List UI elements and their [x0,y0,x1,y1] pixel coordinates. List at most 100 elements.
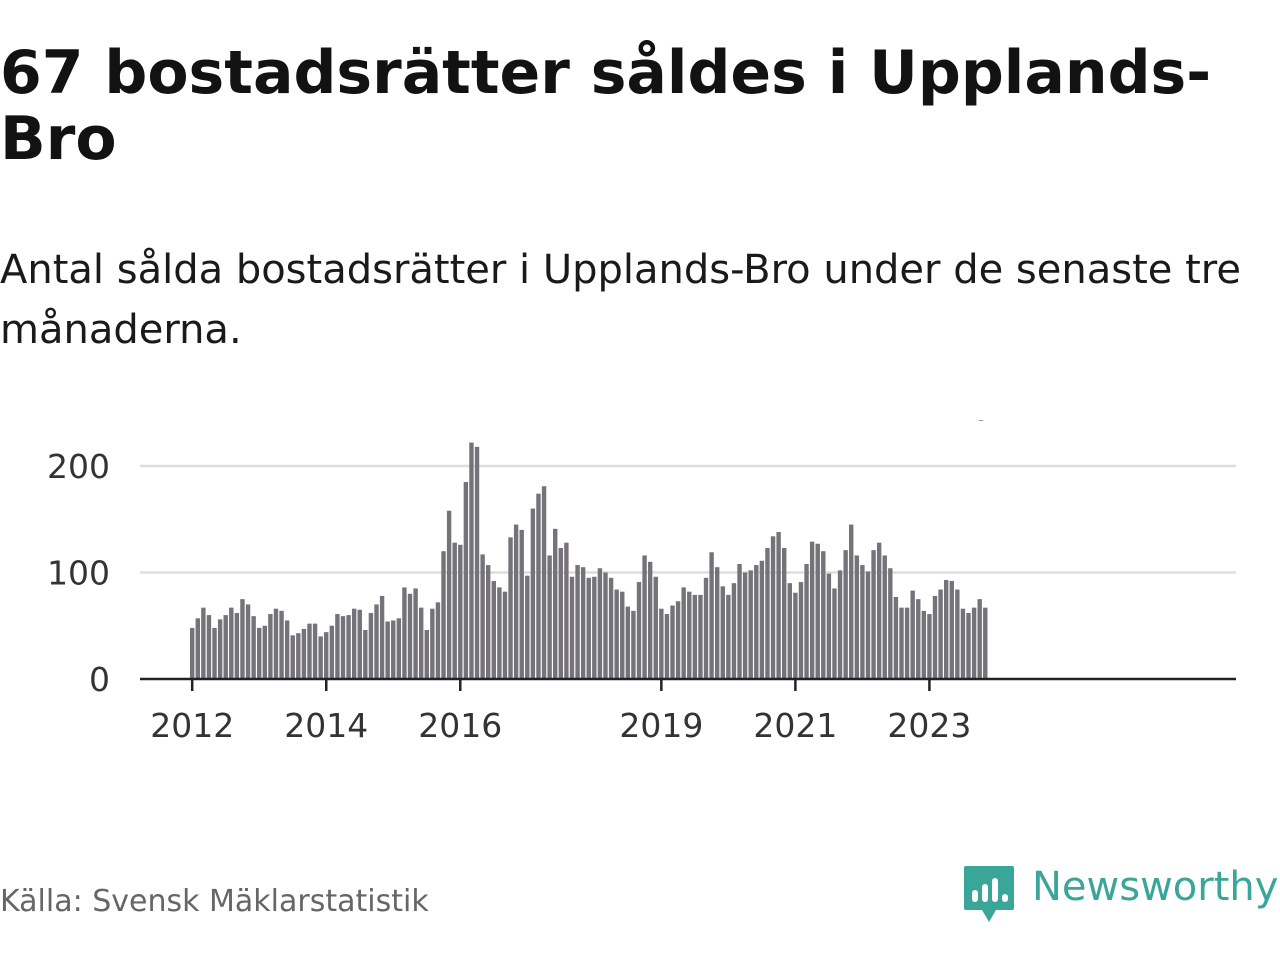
bar [346,615,351,679]
bar [564,542,569,679]
bar [971,607,977,679]
bar [312,623,318,679]
bar [402,587,407,679]
bar [983,607,988,679]
bar [698,594,703,679]
bar [754,565,759,679]
bar [659,608,664,679]
bar [938,589,943,679]
bar [720,586,725,679]
bar [206,615,212,679]
bar [653,576,658,679]
bar [536,493,541,679]
bar [876,542,882,679]
bar [960,608,966,679]
bar [709,552,714,679]
chart-subtitle: Antal sålda bostadsrätter i Upplands-Bro… [0,247,1241,353]
bar [608,577,614,679]
bar [899,607,904,679]
bar [849,524,854,679]
bar [642,555,647,679]
bar [809,541,815,679]
bar [418,607,424,679]
bar [340,616,346,679]
bar [268,614,273,679]
bar [921,610,927,679]
bar [843,550,848,679]
x-tick-label: 2021 [753,706,837,745]
bar [815,543,820,679]
bar [647,561,653,679]
bar [452,542,457,679]
bar [793,592,798,679]
bar [430,608,435,679]
bar [329,625,335,679]
bar [569,576,575,679]
bar [636,582,642,679]
bar [625,606,631,679]
bar [631,610,636,679]
brand-name: Newsworthy [1032,864,1279,910]
bar [368,612,374,679]
bar [759,560,765,679]
bar [837,570,843,679]
bar [910,590,915,679]
bar [469,442,474,679]
bar [257,627,262,679]
bar [586,577,591,679]
bar [463,481,469,679]
x-tick-label: 2014 [284,706,368,745]
bar [558,548,564,679]
bar [871,550,876,679]
bar [307,623,312,679]
bar [927,614,932,679]
bar [620,591,625,679]
bar [413,588,418,679]
bar [765,548,770,679]
bar [860,565,865,679]
bar [240,599,245,680]
bar [603,572,608,679]
bar [670,605,675,679]
bar [351,608,357,679]
bar [318,636,323,679]
bar [955,589,960,679]
bar [664,614,670,679]
bar [943,579,949,679]
bar [692,594,698,679]
y-tick-label: 100 [47,554,110,593]
bar [787,583,792,679]
bar [904,607,910,679]
bar [486,565,491,679]
bar [687,591,692,679]
bar [502,591,508,679]
bar [821,551,826,679]
bar [519,529,524,679]
bar [223,615,228,679]
bar [932,595,938,679]
bar [776,532,781,679]
bar-chart: 0 100 200 2012 2014 2016 2019 2021 2023 67 [47,420,1236,745]
bar [977,599,982,680]
bar [262,625,268,679]
bar [396,618,402,679]
bar [245,604,251,679]
bar [742,572,748,679]
bar [234,612,240,679]
y-tick-label: 200 [47,447,110,486]
bar [324,632,329,679]
bar [865,571,871,679]
bar [575,565,580,679]
bar [279,610,284,679]
bar [229,607,234,679]
bar [804,563,809,679]
bar [888,568,893,679]
bar [296,633,301,679]
bar [379,595,385,679]
bar [513,524,519,679]
bar [714,567,720,679]
bar [882,555,887,679]
bar [217,619,223,679]
bar [480,554,485,679]
bar [916,599,921,680]
